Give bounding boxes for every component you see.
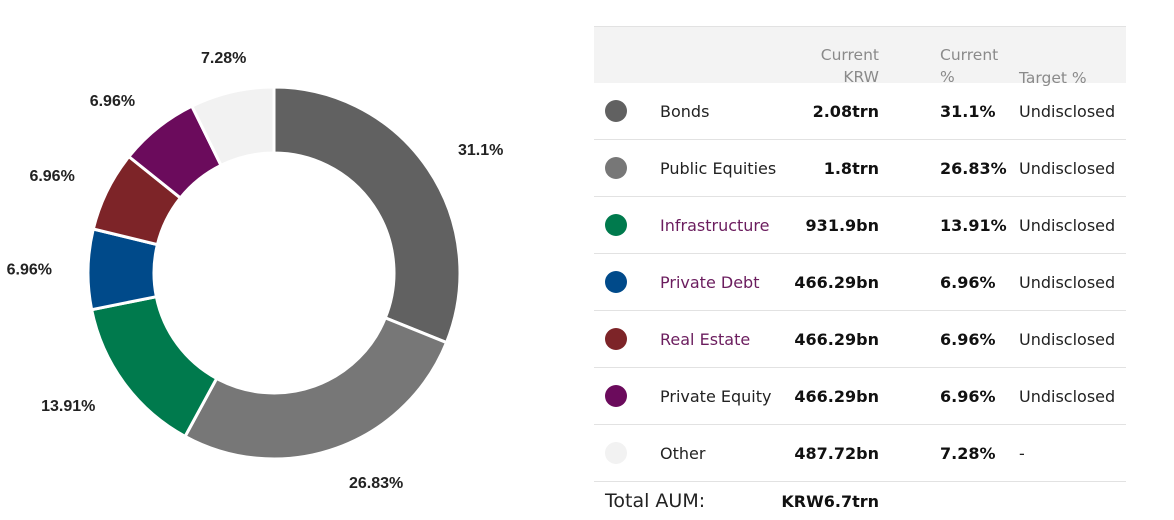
asset-class-name[interactable]: Private Debt bbox=[660, 273, 760, 292]
current-krw-value: 466.29bn bbox=[794, 330, 879, 349]
donut-slice[interactable] bbox=[89, 294, 219, 439]
table-row: Infrastructure 931.9bn 13.91% Undisclosed bbox=[594, 197, 1126, 254]
table-row: Real Estate 466.29bn 6.96% Undisclosed bbox=[594, 311, 1126, 368]
donut-slice[interactable] bbox=[272, 85, 462, 345]
slice-value-label: 7.28% bbox=[201, 50, 246, 67]
asset-class-name: Private Equity bbox=[660, 387, 772, 406]
asset-class-name[interactable]: Real Estate bbox=[660, 330, 751, 349]
total-aum-value: KRW6.7trn bbox=[781, 492, 879, 511]
current-pct-value: 6.96% bbox=[940, 273, 996, 292]
target-pct-value: Undisclosed bbox=[1019, 102, 1116, 121]
table-row: Private Equity 466.29bn 6.96% Undisclosed bbox=[594, 368, 1126, 425]
legend-dot-icon bbox=[605, 442, 627, 464]
current-krw-value: 1.8trn bbox=[823, 159, 879, 178]
target-pct-value: Undisclosed bbox=[1019, 273, 1116, 292]
target-pct-value: Undisclosed bbox=[1019, 216, 1116, 235]
asset-class-name[interactable]: Infrastructure bbox=[660, 216, 770, 235]
allocation-table: Current KRW Current % Target % Bonds 2.08… bbox=[594, 26, 1126, 520]
header-current-krw-line1: Current bbox=[820, 46, 879, 64]
donut-slice[interactable] bbox=[183, 315, 449, 461]
table-row: Other 487.72bn 7.28% - bbox=[594, 425, 1126, 482]
header-current-krw: Current KRW bbox=[799, 44, 879, 88]
header-current-pct-line2: % bbox=[940, 68, 955, 86]
target-pct-value: - bbox=[1019, 444, 1025, 463]
legend-dot-icon bbox=[605, 100, 627, 122]
asset-class-name: Other bbox=[660, 444, 706, 463]
target-pct-value: Undisclosed bbox=[1019, 387, 1116, 406]
slice-value-label: 13.91% bbox=[41, 398, 95, 415]
slice-value-label: 31.1% bbox=[458, 142, 503, 159]
table-row: Bonds 2.08trn 31.1% Undisclosed bbox=[594, 83, 1126, 140]
current-pct-value: 26.83% bbox=[940, 159, 1007, 178]
current-krw-value: 466.29bn bbox=[794, 273, 879, 292]
slice-value-label: 6.96% bbox=[29, 168, 74, 185]
donut-svg: 31.1% 26.83% 13.91% 6.96% 6.96% 6.96% 7.28% bbox=[7, 50, 504, 492]
slice-value-label: 6.96% bbox=[7, 262, 52, 279]
table-row: Private Debt 466.29bn 6.96% Undisclosed bbox=[594, 254, 1126, 311]
asset-class-name: Public Equities bbox=[660, 159, 777, 178]
table-body: Bonds 2.08trn 31.1% Undisclosed Public Equit… bbox=[594, 83, 1126, 482]
legend-dot-icon bbox=[605, 157, 627, 179]
current-pct-value: 7.28% bbox=[940, 444, 996, 463]
donut-slice[interactable] bbox=[189, 85, 276, 168]
current-pct-value: 13.91% bbox=[940, 216, 1007, 235]
header-current-pct: Current % bbox=[940, 44, 1010, 88]
current-krw-value: 931.9bn bbox=[805, 216, 879, 235]
current-krw-value: 466.29bn bbox=[794, 387, 879, 406]
target-pct-value: Undisclosed bbox=[1019, 330, 1116, 349]
legend-dot-icon bbox=[605, 385, 627, 407]
target-pct-value: Undisclosed bbox=[1019, 159, 1116, 178]
legend-dot-icon bbox=[605, 328, 627, 350]
asset-class-name: Bonds bbox=[660, 102, 710, 121]
header-current-pct-line1: Current bbox=[940, 46, 999, 64]
header-current-krw-line2: KRW bbox=[843, 68, 879, 86]
total-aum-label: Total AUM: bbox=[605, 490, 706, 512]
current-krw-value: 487.72bn bbox=[794, 444, 879, 463]
total-aum-row: Total AUM: KRW6.7trn bbox=[594, 482, 1126, 520]
current-krw-value: 2.08trn bbox=[812, 102, 879, 121]
slice-value-label: 6.96% bbox=[90, 93, 135, 110]
slice-value-label: 26.83% bbox=[349, 475, 403, 492]
current-pct-value: 6.96% bbox=[940, 387, 996, 406]
table-row: Public Equities 1.8trn 26.83% Undisclosed bbox=[594, 140, 1126, 197]
allocation-donut-chart: 31.1% 26.83% 13.91% 6.96% 6.96% 6.96% 7.28% bbox=[0, 0, 560, 520]
current-pct-value: 31.1% bbox=[940, 102, 996, 121]
table-header: Current KRW Current % Target % bbox=[594, 26, 1126, 87]
header-target-pct: Target % bbox=[1019, 69, 1087, 87]
legend-dot-icon bbox=[605, 271, 627, 293]
legend-dot-icon bbox=[605, 214, 627, 236]
current-pct-value: 6.96% bbox=[940, 330, 996, 349]
